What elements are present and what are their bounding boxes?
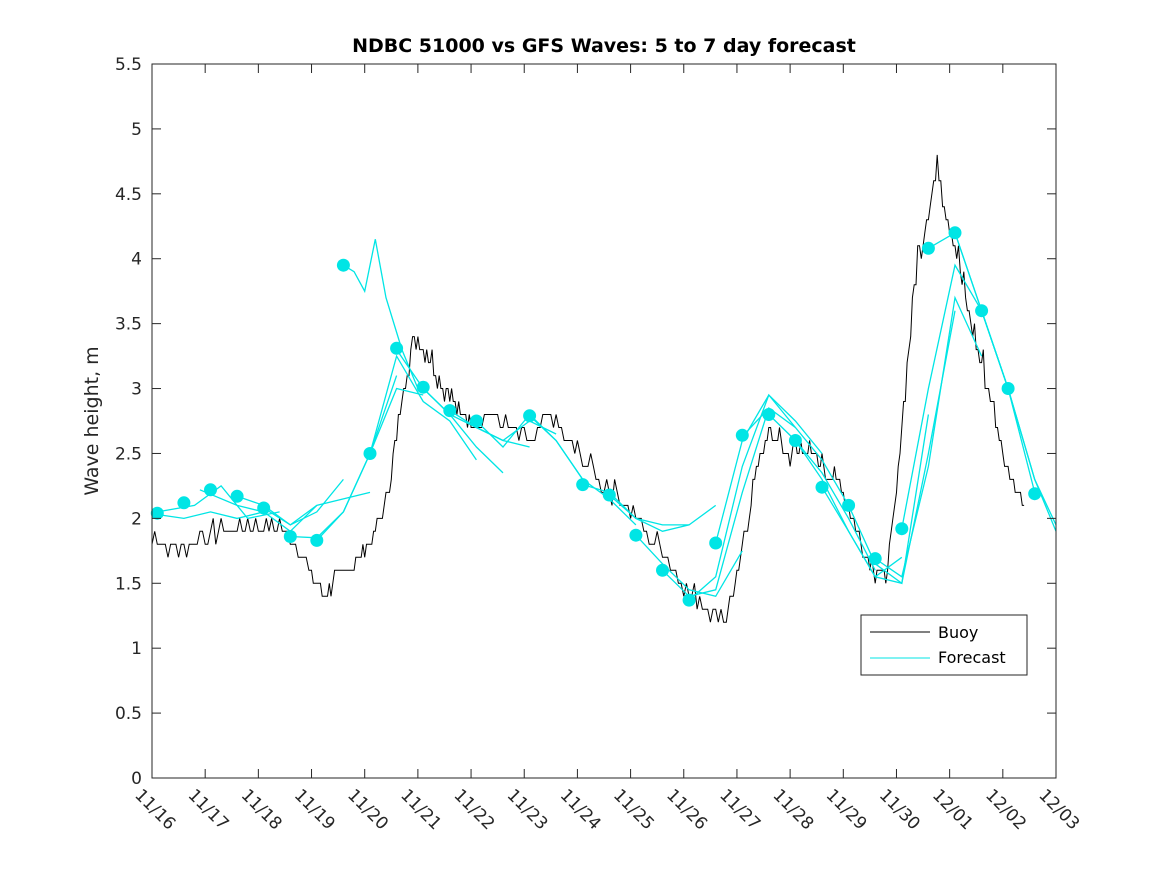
forecast-line-24 (821, 414, 930, 585)
forecast-marker-32 (1028, 487, 1042, 501)
forecast-marker-10 (390, 341, 404, 355)
forecast-line-12 (449, 410, 557, 442)
forecast-line-20 (715, 393, 823, 544)
forecast-marker-18 (656, 563, 669, 577)
legend: Buoy Forecast (860, 614, 1028, 676)
y-tick-label: 5 (131, 120, 142, 140)
forecast-line-17 (635, 534, 743, 598)
forecast-marker-15 (576, 478, 590, 492)
forecast-line-16 (608, 494, 717, 526)
forecast-marker-25 (842, 498, 856, 512)
forecast-line-5 (263, 491, 371, 526)
forecast-marker-30 (975, 304, 989, 318)
forecast-marker-28 (921, 241, 935, 255)
forecast-marker-16 (602, 488, 616, 502)
chart-title: NDBC 51000 vs GFS Waves: 5 to 7 day fore… (352, 35, 856, 57)
y-tick-label: 2.5 (115, 444, 142, 464)
y-tick-label: 3 (131, 380, 142, 400)
forecast-marker-27 (895, 522, 909, 536)
forecast-marker-5 (257, 501, 271, 515)
forecast-marker-9 (363, 447, 377, 460)
forecast-marker-11 (416, 380, 430, 394)
forecast-marker-17 (629, 528, 643, 542)
y-axis-label: Wave height, m (81, 346, 103, 495)
forecast-marker-21 (735, 428, 749, 442)
forecast-marker-23 (788, 434, 802, 447)
forecast-marker-6 (283, 530, 297, 543)
forecast-marker-2 (177, 496, 191, 510)
forecast-line-21 (741, 407, 850, 506)
forecast-line-26 (874, 295, 983, 578)
forecast-marker-7 (310, 533, 324, 547)
forecast-marker-13 (469, 414, 483, 428)
y-tick-label: 5.5 (115, 55, 142, 75)
forecast-marker-8 (336, 258, 350, 272)
forecast-marker-20 (709, 536, 723, 550)
y-tick-label: 1.5 (115, 574, 142, 594)
forecast-marker-24 (815, 480, 829, 494)
y-tick-label: 2 (131, 509, 142, 529)
forecast-line-25 (848, 310, 956, 585)
legend-buoy-label: Buoy (938, 623, 978, 642)
y-tick-label: 0 (131, 769, 142, 789)
forecast-line-22 (768, 414, 876, 571)
forecast-line-9 (369, 354, 477, 461)
forecast-line-18 (662, 407, 770, 598)
y-tick-label: 3.5 (115, 315, 142, 335)
y-tick-label: 0.5 (115, 704, 142, 724)
forecast-marker-19 (682, 593, 696, 607)
forecast-marker-22 (762, 408, 776, 421)
forecast-marker-4 (230, 489, 244, 503)
axes-box (151, 63, 1057, 779)
forecast-line-30 (980, 310, 1057, 532)
forecast-marker-29 (948, 226, 962, 240)
forecast-marker-26 (868, 552, 882, 566)
forecast-marker-12 (443, 404, 457, 418)
forecast-marker-14 (523, 409, 537, 423)
forecast-line-19 (688, 393, 796, 601)
legend-forecast-label: Forecast (938, 648, 1006, 667)
y-tick-label: 4.5 (115, 185, 142, 205)
y-tick-label: 4 (131, 250, 142, 270)
forecast-marker-3 (204, 483, 217, 497)
legend-box (860, 614, 1028, 676)
y-tick-label: 1 (131, 639, 142, 659)
forecast-marker-31 (1001, 382, 1015, 395)
forecast-marker-1 (150, 506, 164, 520)
